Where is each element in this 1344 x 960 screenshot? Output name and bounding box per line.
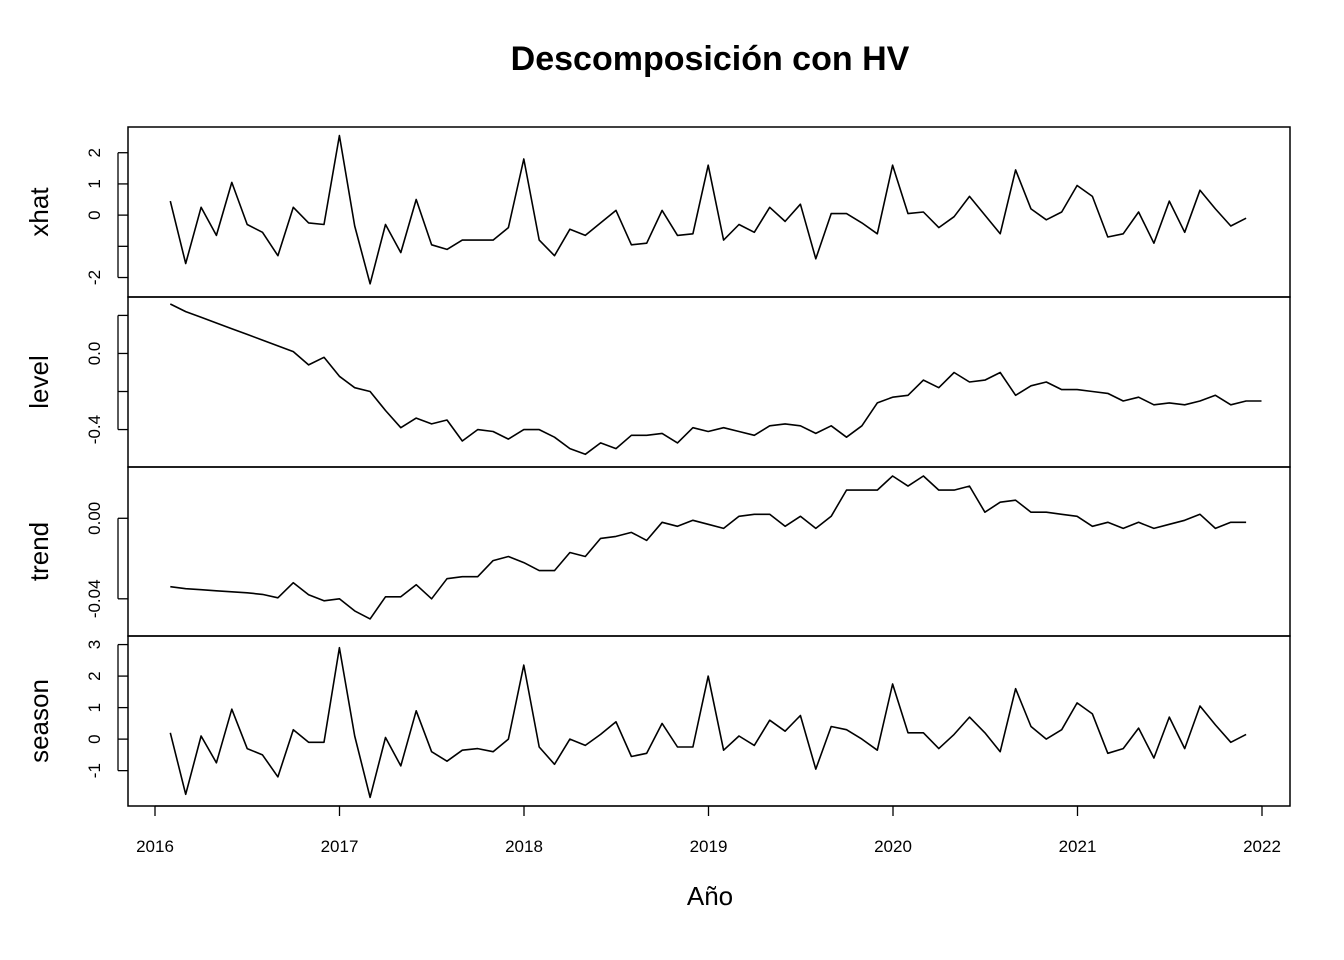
y-tick-label-season: -1 xyxy=(85,763,104,778)
x-axis-label: Año xyxy=(687,881,733,911)
y-tick-label-xhat: 0 xyxy=(85,210,104,219)
y-tick-label-season: 1 xyxy=(85,703,104,712)
y-tick-label-level: -0.4 xyxy=(85,415,104,444)
y-tick-label-level: 0.0 xyxy=(85,342,104,366)
y-tick-label-xhat: 2 xyxy=(85,148,104,157)
series-line-season xyxy=(169,646,1247,799)
panel-season: 3 2 1 0 -1 season xyxy=(24,635,1291,807)
y-tick-label-xhat: -2 xyxy=(85,270,104,285)
chart-title: Descomposición con HV xyxy=(511,40,910,78)
y-tick-label-season: 2 xyxy=(85,671,104,680)
x-tick-label: 2018 xyxy=(505,837,543,856)
series-line-xhat xyxy=(169,134,1247,285)
panel-label-level: level xyxy=(24,355,54,408)
panel-frame-season xyxy=(127,635,1291,807)
panel-label-xhat: xhat xyxy=(24,187,54,237)
panel-trend: 0.00 -0.04 trend xyxy=(24,466,1291,637)
x-tick-label: 2020 xyxy=(874,837,912,856)
x-tick-label: 2022 xyxy=(1243,837,1281,856)
panel-frame-level xyxy=(127,296,1291,468)
x-axis: 2016 2017 2018 2019 2020 2021 2022 xyxy=(136,805,1281,856)
series-line-trend xyxy=(170,475,1247,620)
y-tick-label-xhat: 1 xyxy=(85,179,104,188)
panels-group: 2 1 0 -2 xhat 0.0 -0.4 level 0.00 -0.04 trend 3 2 1 0 -… xyxy=(24,126,1291,807)
y-tick-label-trend: -0.04 xyxy=(85,579,104,618)
panel-xhat: 2 1 0 -2 xhat xyxy=(24,126,1291,298)
x-tick-label: 2021 xyxy=(1059,837,1097,856)
panel-frame-xhat xyxy=(127,126,1291,298)
y-tick-label-season: 3 xyxy=(85,640,104,649)
y-tick-label-trend: 0.00 xyxy=(85,502,104,535)
panel-frame-trend xyxy=(127,466,1291,637)
x-tick-label: 2019 xyxy=(690,837,728,856)
x-tick-label: 2017 xyxy=(321,837,359,856)
panel-level: 0.0 -0.4 level xyxy=(24,296,1291,468)
x-tick-label: 2016 xyxy=(136,837,174,856)
panel-label-season: season xyxy=(24,679,54,763)
series-line-level xyxy=(169,303,1262,456)
y-tick-label-season: 0 xyxy=(85,734,104,743)
panel-label-trend: trend xyxy=(24,522,54,581)
